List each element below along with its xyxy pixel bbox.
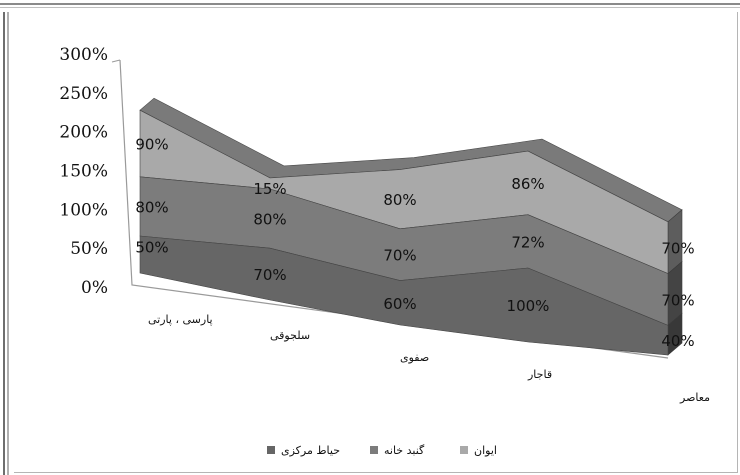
legend-label: گنبد خانه xyxy=(384,443,425,457)
legend-item: حیاط مرکزی xyxy=(267,440,340,460)
data-label: 80% xyxy=(383,191,416,209)
data-label: 86% xyxy=(511,175,544,193)
frame-left-border xyxy=(0,0,14,475)
data-label: 80% xyxy=(135,198,168,216)
y-tick-label: 50% xyxy=(70,239,108,259)
legend-swatch xyxy=(370,446,378,454)
y-tick-label: 100% xyxy=(59,200,108,220)
legend-label: حیاط مرکزی xyxy=(281,443,341,457)
x-category-label: قاجار xyxy=(527,368,552,381)
y-tick-label: 250% xyxy=(59,84,108,104)
data-label: 50% xyxy=(135,239,168,257)
area-series-group xyxy=(139,97,683,356)
data-label: 90% xyxy=(135,136,168,154)
data-label: 70% xyxy=(661,240,694,258)
y-tick-label: 200% xyxy=(59,123,108,143)
data-labels: 50% 70% 60% 100% 40% 80% 80% 70% 72% 70% 90% 15% 80%… xyxy=(135,136,694,351)
legend: حیاط مرکزی گنبد خانه ایوان xyxy=(0,440,740,460)
x-category-label: معاصر xyxy=(679,391,710,404)
x-category-label: پارسی ، پارتی xyxy=(148,313,213,326)
data-label: 40% xyxy=(661,332,694,350)
x-axis-categories: پارسی ، پارتی سلجوقی صفوی قاجار معاصر xyxy=(148,313,710,404)
x-category-label: سلجوقی xyxy=(270,329,310,342)
data-label: 72% xyxy=(511,233,544,251)
legend-item: گنبد خانه xyxy=(370,440,424,460)
data-label: 60% xyxy=(383,295,416,313)
legend-label: ایوان xyxy=(474,443,497,457)
area-series-0 xyxy=(139,235,669,356)
data-label: 70% xyxy=(253,266,286,284)
legend-item: ایوان xyxy=(460,440,497,460)
y-tick-label: 0% xyxy=(81,278,108,298)
data-label: 70% xyxy=(661,292,694,310)
x-category-label: صفوی xyxy=(400,351,429,364)
legend-swatch xyxy=(460,446,468,454)
data-label: 80% xyxy=(253,211,286,229)
data-label: 70% xyxy=(383,247,416,265)
axis-top-tick xyxy=(111,59,121,63)
data-label: 100% xyxy=(507,297,550,315)
frame-top-border xyxy=(0,0,740,12)
y-axis-ticks: 0% 50% 100% 150% 200% 250% 300% xyxy=(59,45,108,298)
y-tick-label: 300% xyxy=(59,45,108,65)
data-label: 15% xyxy=(253,180,286,198)
legend-swatch xyxy=(267,446,275,454)
y-tick-label: 150% xyxy=(59,162,108,182)
